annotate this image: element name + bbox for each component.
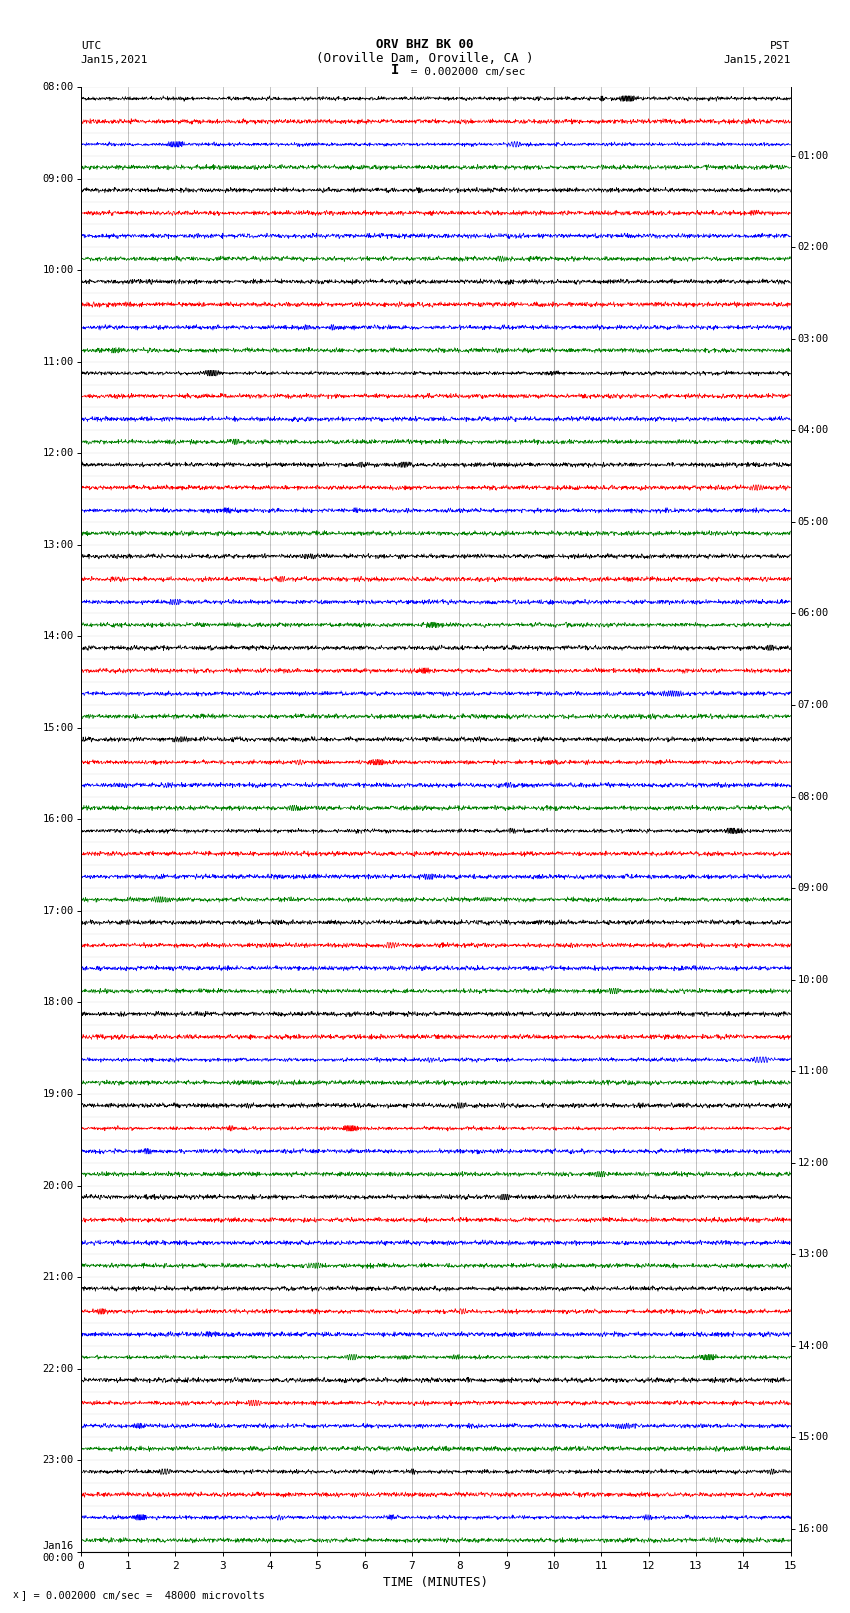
Text: ] = 0.002000 cm/sec =  48000 microvolts: ] = 0.002000 cm/sec = 48000 microvolts (21, 1590, 265, 1600)
Text: Jan15,2021: Jan15,2021 (723, 55, 791, 65)
Text: x: x (13, 1590, 19, 1600)
Text: Jan15,2021: Jan15,2021 (81, 55, 148, 65)
Text: PST: PST (770, 40, 790, 50)
X-axis label: TIME (MINUTES): TIME (MINUTES) (383, 1576, 488, 1589)
Text: UTC: UTC (81, 40, 101, 50)
Text: ORV BHZ BK 00: ORV BHZ BK 00 (377, 37, 473, 50)
Text: = 0.002000 cm/sec: = 0.002000 cm/sec (404, 66, 525, 77)
Text: I: I (391, 63, 399, 77)
Text: (Oroville Dam, Oroville, CA ): (Oroville Dam, Oroville, CA ) (316, 52, 534, 65)
